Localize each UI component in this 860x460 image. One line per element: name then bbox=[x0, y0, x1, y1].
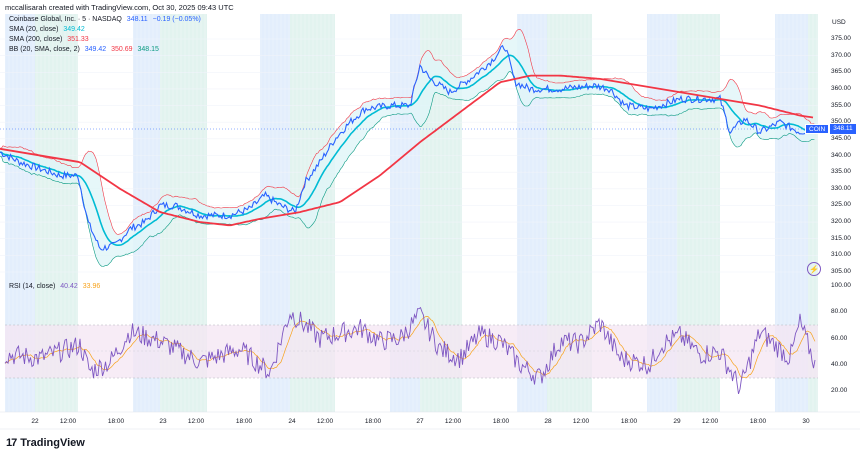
rsi-zone bbox=[5, 325, 818, 378]
time-tick: 18:00 bbox=[620, 418, 638, 425]
price-tick: 320.00 bbox=[831, 218, 851, 226]
time-tick: 12:00 bbox=[444, 418, 462, 425]
tv-logo-icon: 17 bbox=[6, 437, 17, 449]
lightning-icon[interactable]: ⚡ bbox=[807, 262, 821, 276]
time-tick: 18:00 bbox=[235, 418, 253, 425]
rsi-tick: 40.00 bbox=[831, 360, 848, 368]
price-tick: 315.00 bbox=[831, 234, 851, 242]
legend-sma200[interactable]: SMA (200, close) 351.33 bbox=[9, 35, 92, 45]
rsi-tick: 60.00 bbox=[831, 334, 848, 342]
time-tick: 12:00 bbox=[59, 418, 77, 425]
price-tick: 350.00 bbox=[831, 118, 851, 126]
bb-label: BB (20, SMA, close, 2) bbox=[9, 46, 80, 53]
time-tick: 12:00 bbox=[572, 418, 590, 425]
price-tick: 370.00 bbox=[831, 51, 851, 59]
price-tag-symbol: COIN bbox=[805, 124, 830, 134]
currency-label: USD bbox=[832, 19, 846, 26]
price-tag-value: 348.11 bbox=[830, 124, 856, 134]
price-line bbox=[0, 44, 816, 251]
sma20-value: 349.42 bbox=[63, 26, 85, 33]
symbol-price: 348.11 bbox=[126, 16, 148, 23]
time-tick: 29 bbox=[673, 418, 681, 425]
brand-name: TradingView bbox=[20, 437, 85, 449]
sma200-line bbox=[0, 74, 814, 227]
legend-rsi[interactable]: RSI (14, close) 40.42 33.96 bbox=[9, 282, 103, 292]
tradingview-logo[interactable]: 17 TradingView bbox=[6, 437, 85, 449]
last-price-tag: COIN 348.11 bbox=[805, 124, 856, 134]
price-tick: 345.00 bbox=[831, 134, 851, 142]
rsi-tick: 20.00 bbox=[831, 387, 848, 394]
price-tick: 305.00 bbox=[831, 268, 851, 275]
rsi-value: 40.42 bbox=[60, 283, 78, 290]
bb-lower-line bbox=[0, 71, 815, 267]
time-tick: 18:00 bbox=[107, 418, 125, 425]
price-tick: 340.00 bbox=[831, 151, 851, 159]
sma200-value: 351.33 bbox=[67, 36, 89, 43]
price-tick: 325.00 bbox=[831, 201, 851, 209]
symbol-name: Coinbase Global, Inc. · 5 · NASDAQ bbox=[9, 16, 122, 23]
symbol-change: −0.19 (−0.05%) bbox=[152, 16, 201, 23]
bb-fill bbox=[0, 29, 815, 267]
price-tick: 375.00 bbox=[831, 35, 851, 42]
time-tick: 12:00 bbox=[316, 418, 334, 425]
rsi-label: RSI (14, close) bbox=[9, 283, 56, 290]
rsi-tick: 80.00 bbox=[831, 308, 848, 316]
sma200-label: SMA (200, close) bbox=[9, 36, 63, 43]
price-tick: 330.00 bbox=[831, 184, 851, 192]
bb-basis: 349.42 bbox=[84, 46, 107, 53]
chart-header: mccallisarah created with TradingView.co… bbox=[5, 3, 234, 12]
rsi-ma-line bbox=[4, 316, 816, 379]
time-tick: 27 bbox=[416, 418, 424, 425]
time-tick: 18:00 bbox=[749, 418, 767, 425]
rsi-ma-value: 33.96 bbox=[82, 283, 101, 290]
legend-sma20[interactable]: SMA (20, close) 349.42 bbox=[9, 25, 88, 35]
time-tick: 12:00 bbox=[187, 418, 205, 425]
time-tick: 23 bbox=[159, 418, 167, 425]
legend-bb[interactable]: BB (20, SMA, close, 2) 349.42 350.69 348… bbox=[9, 45, 162, 55]
price-tick: 335.00 bbox=[831, 168, 851, 176]
bb-lower: 348.15 bbox=[137, 46, 159, 53]
price-tick: 310.00 bbox=[831, 251, 851, 259]
price-tick: 360.00 bbox=[831, 84, 851, 92]
time-tick: 12:00 bbox=[701, 418, 719, 425]
price-tick: 365.00 bbox=[831, 68, 851, 76]
time-tick: 18:00 bbox=[364, 418, 382, 425]
time-tick: 28 bbox=[544, 418, 552, 425]
legend-symbol[interactable]: Coinbase Global, Inc. · 5 · NASDAQ 348.1… bbox=[9, 15, 204, 25]
price-tick: 355.00 bbox=[831, 101, 851, 109]
time-tick: 30 bbox=[802, 418, 810, 425]
rsi-tick: 100.00 bbox=[831, 282, 851, 289]
bb-upper: 350.69 bbox=[111, 46, 133, 53]
time-tick: 18:00 bbox=[492, 418, 510, 425]
time-tick: 22 bbox=[31, 418, 39, 425]
time-tick: 24 bbox=[288, 418, 296, 425]
sma20-label: SMA (20, close) bbox=[9, 26, 59, 33]
rsi-line bbox=[4, 306, 816, 395]
